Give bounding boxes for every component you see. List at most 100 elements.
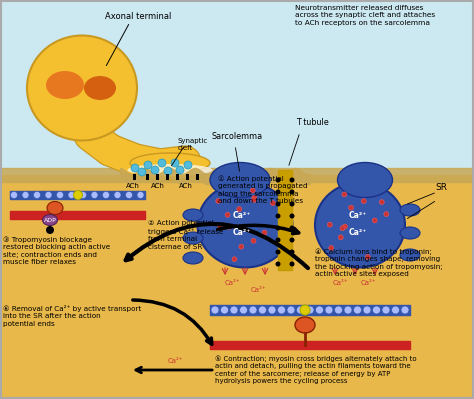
Ellipse shape <box>210 162 270 198</box>
Circle shape <box>216 198 221 203</box>
Circle shape <box>392 306 400 314</box>
Circle shape <box>275 201 281 207</box>
Circle shape <box>290 237 294 243</box>
Text: SR: SR <box>435 184 447 192</box>
Circle shape <box>290 261 294 267</box>
Circle shape <box>176 166 184 174</box>
Circle shape <box>348 205 354 210</box>
Circle shape <box>344 306 352 314</box>
Circle shape <box>158 159 166 167</box>
Ellipse shape <box>47 201 63 215</box>
Circle shape <box>252 195 257 200</box>
Circle shape <box>275 178 281 182</box>
Ellipse shape <box>400 249 420 261</box>
Circle shape <box>249 306 257 314</box>
Circle shape <box>275 190 281 194</box>
Circle shape <box>68 192 75 198</box>
Text: Axonal terminal: Axonal terminal <box>105 12 171 21</box>
Circle shape <box>230 306 238 314</box>
Text: Ca²⁺: Ca²⁺ <box>233 211 251 220</box>
Circle shape <box>114 192 121 198</box>
Circle shape <box>251 238 256 243</box>
Circle shape <box>262 230 267 235</box>
Circle shape <box>184 161 192 169</box>
Ellipse shape <box>73 190 82 200</box>
Circle shape <box>232 257 237 262</box>
Ellipse shape <box>300 305 310 315</box>
FancyBboxPatch shape <box>156 174 159 180</box>
FancyBboxPatch shape <box>197 174 200 180</box>
Circle shape <box>10 192 18 198</box>
Circle shape <box>80 192 86 198</box>
Circle shape <box>138 168 146 176</box>
Circle shape <box>327 222 332 227</box>
Ellipse shape <box>400 204 420 216</box>
Circle shape <box>34 192 40 198</box>
Circle shape <box>131 164 139 172</box>
Circle shape <box>329 245 334 251</box>
Circle shape <box>354 306 362 314</box>
Circle shape <box>365 255 370 260</box>
Circle shape <box>126 192 133 198</box>
Text: Ca²⁺: Ca²⁺ <box>224 280 240 286</box>
Circle shape <box>290 225 294 231</box>
FancyBboxPatch shape <box>186 174 190 180</box>
Circle shape <box>342 192 347 197</box>
Ellipse shape <box>183 252 203 264</box>
Circle shape <box>297 306 304 314</box>
Circle shape <box>258 306 266 314</box>
Ellipse shape <box>198 182 292 267</box>
Circle shape <box>363 306 371 314</box>
Circle shape <box>275 237 281 243</box>
Text: Ca²⁺: Ca²⁺ <box>332 280 348 286</box>
Text: Ca²⁺: Ca²⁺ <box>360 280 376 286</box>
Ellipse shape <box>315 182 405 267</box>
FancyBboxPatch shape <box>166 174 170 180</box>
Ellipse shape <box>43 215 57 225</box>
Text: Ca²⁺: Ca²⁺ <box>349 228 367 237</box>
Text: ① Action potential
generated is propagated
along the sarcolemma
and down the T t: ① Action potential generated is propagat… <box>218 175 308 204</box>
Circle shape <box>275 249 281 255</box>
Circle shape <box>217 223 222 229</box>
Circle shape <box>171 159 179 167</box>
Text: Synaptic
cleft: Synaptic cleft <box>178 138 208 151</box>
Circle shape <box>382 306 390 314</box>
Text: ACh: ACh <box>151 183 165 189</box>
Circle shape <box>102 192 109 198</box>
Text: Ca²⁺: Ca²⁺ <box>349 211 367 220</box>
Circle shape <box>401 306 409 314</box>
Circle shape <box>164 167 172 175</box>
Text: Neurotransmitter released diffuses
across the synaptic cleft and attaches
to ACh: Neurotransmitter released diffuses acros… <box>295 5 435 26</box>
Circle shape <box>316 306 323 314</box>
Circle shape <box>268 306 276 314</box>
Circle shape <box>290 213 294 219</box>
Ellipse shape <box>295 317 315 333</box>
Circle shape <box>290 178 294 182</box>
Circle shape <box>361 199 366 203</box>
Text: ACh: ACh <box>179 183 193 189</box>
Circle shape <box>22 192 29 198</box>
Circle shape <box>275 225 281 231</box>
Text: Ca²⁺: Ca²⁺ <box>167 358 183 364</box>
Circle shape <box>290 201 294 207</box>
Circle shape <box>237 207 242 211</box>
Circle shape <box>225 212 230 217</box>
Circle shape <box>252 198 256 202</box>
Circle shape <box>45 192 52 198</box>
Circle shape <box>372 218 377 223</box>
Text: ③ Tropomyosin blockage
restored blocking actin active
site; contraction ends and: ③ Tropomyosin blockage restored blocking… <box>3 236 110 265</box>
Ellipse shape <box>27 36 137 140</box>
Text: ⑤ Contraction; myosin cross bridges alternately attach to
actin and detach, pull: ⑤ Contraction; myosin cross bridges alte… <box>215 355 417 384</box>
Circle shape <box>91 192 98 198</box>
Circle shape <box>290 249 294 255</box>
Circle shape <box>338 235 343 240</box>
FancyBboxPatch shape <box>146 174 149 180</box>
Ellipse shape <box>46 71 84 99</box>
Text: T tubule: T tubule <box>296 118 329 127</box>
Circle shape <box>239 306 247 314</box>
Circle shape <box>239 244 244 249</box>
Text: ⑥ Removal of Ca²⁺ by active transport
into the SR after the action
potential end: ⑥ Removal of Ca²⁺ by active transport in… <box>3 305 141 327</box>
Ellipse shape <box>128 164 212 176</box>
Text: Ca²⁺: Ca²⁺ <box>250 287 266 293</box>
Circle shape <box>340 226 345 231</box>
